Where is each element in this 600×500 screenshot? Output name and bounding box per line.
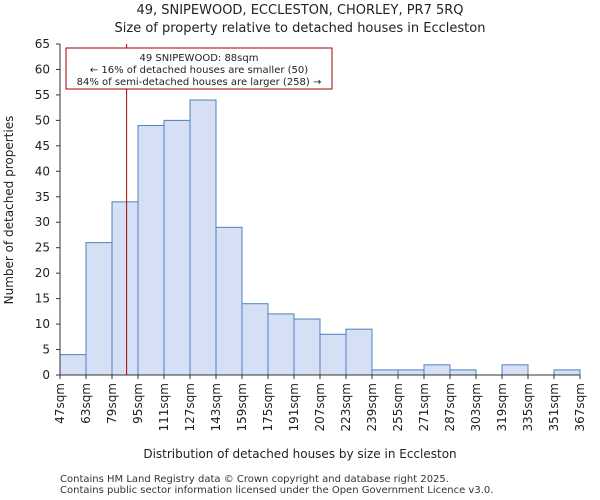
x-tick-label: 143sqm xyxy=(209,383,223,431)
x-axis: 47sqm 63sqm 79sqm 95sqm 111sqm 127sqm 143sqm 15… xyxy=(53,374,587,431)
y-tick-label: 60 xyxy=(35,62,50,76)
x-tick-label: 95sqm xyxy=(131,383,145,424)
histogram-bar xyxy=(345,328,373,376)
histogram-bar xyxy=(423,364,451,376)
x-tick-label: 223sqm xyxy=(339,383,353,431)
y-tick-label: 30 xyxy=(35,215,50,229)
histogram-bar xyxy=(189,99,217,376)
y-tick-label: 65 xyxy=(35,37,50,51)
y-tick-label: 10 xyxy=(35,317,50,331)
y-tick-label: 45 xyxy=(35,139,50,153)
y-tick-label: 55 xyxy=(35,88,50,102)
histogram-bar xyxy=(85,242,113,376)
histogram-bar xyxy=(553,369,581,376)
x-tick-label: 239sqm xyxy=(365,383,379,431)
x-tick-label: 335sqm xyxy=(521,383,535,431)
histogram-bar xyxy=(267,313,295,376)
footer-line-1: Contains HM Land Registry data © Crown c… xyxy=(60,474,449,485)
x-tick-label: 111sqm xyxy=(157,383,171,431)
y-tick-label: 5 xyxy=(42,343,50,357)
y-axis-label: Number of detached properties xyxy=(2,116,16,305)
x-tick-label: 191sqm xyxy=(287,383,301,431)
x-tick-label: 47sqm xyxy=(53,383,67,424)
x-tick-label: 207sqm xyxy=(313,383,327,431)
x-tick-label: 303sqm xyxy=(469,383,483,431)
histogram-bar xyxy=(59,354,87,376)
x-tick-label: 175sqm xyxy=(261,383,275,431)
histogram-bar xyxy=(293,318,321,376)
annotation-line-3: 84% of semi-detached houses are larger (… xyxy=(77,77,322,88)
histogram-bar xyxy=(241,303,269,376)
annotation-line-1: 49 SNIPEWOOD: 88sqm xyxy=(140,53,259,64)
x-tick-label: 159sqm xyxy=(235,383,249,431)
y-tick-label: 20 xyxy=(35,266,50,280)
x-axis-label: Distribution of detached houses by size … xyxy=(143,447,456,461)
y-tick-label: 35 xyxy=(35,190,50,204)
chart-subtitle: Size of property relative to detached ho… xyxy=(115,21,486,36)
y-tick-label: 40 xyxy=(35,164,50,178)
histogram-bar xyxy=(501,364,529,376)
x-tick-label: 319sqm xyxy=(495,383,509,431)
footer-line-2: Contains public sector information licen… xyxy=(60,485,493,496)
x-tick-label: 271sqm xyxy=(417,383,431,431)
x-tick-label: 351sqm xyxy=(547,383,561,431)
histogram-bar xyxy=(137,124,165,376)
y-tick-label: 25 xyxy=(35,241,50,255)
x-tick-label: 79sqm xyxy=(105,383,119,424)
bars-layer xyxy=(59,99,581,376)
histogram-bar xyxy=(449,369,477,376)
x-tick-label: 287sqm xyxy=(443,383,457,431)
x-tick-label: 367sqm xyxy=(573,383,587,431)
histogram-bar xyxy=(371,369,399,376)
x-tick-label: 255sqm xyxy=(391,383,405,431)
annotation-line-2: ← 16% of detached houses are smaller (50… xyxy=(90,65,308,76)
x-tick-label: 63sqm xyxy=(79,383,93,424)
annotation-box xyxy=(65,47,333,90)
histogram-bar xyxy=(319,333,347,376)
x-tick-label: 127sqm xyxy=(183,383,197,431)
chart-title: 49, SNIPEWOOD, ECCLESTON, CHORLEY, PR7 5… xyxy=(136,3,463,18)
y-tick-label: 0 xyxy=(42,368,50,382)
histogram-bar xyxy=(111,201,139,376)
histogram-bar xyxy=(215,226,243,376)
y-tick-label: 15 xyxy=(35,292,50,306)
y-tick-label: 50 xyxy=(35,113,50,127)
histogram-bar xyxy=(163,119,191,376)
y-axis: 0 5 10 15 20 25 30 35 40 45 50 55 60 65 xyxy=(35,37,61,382)
histogram-bar xyxy=(397,369,425,376)
